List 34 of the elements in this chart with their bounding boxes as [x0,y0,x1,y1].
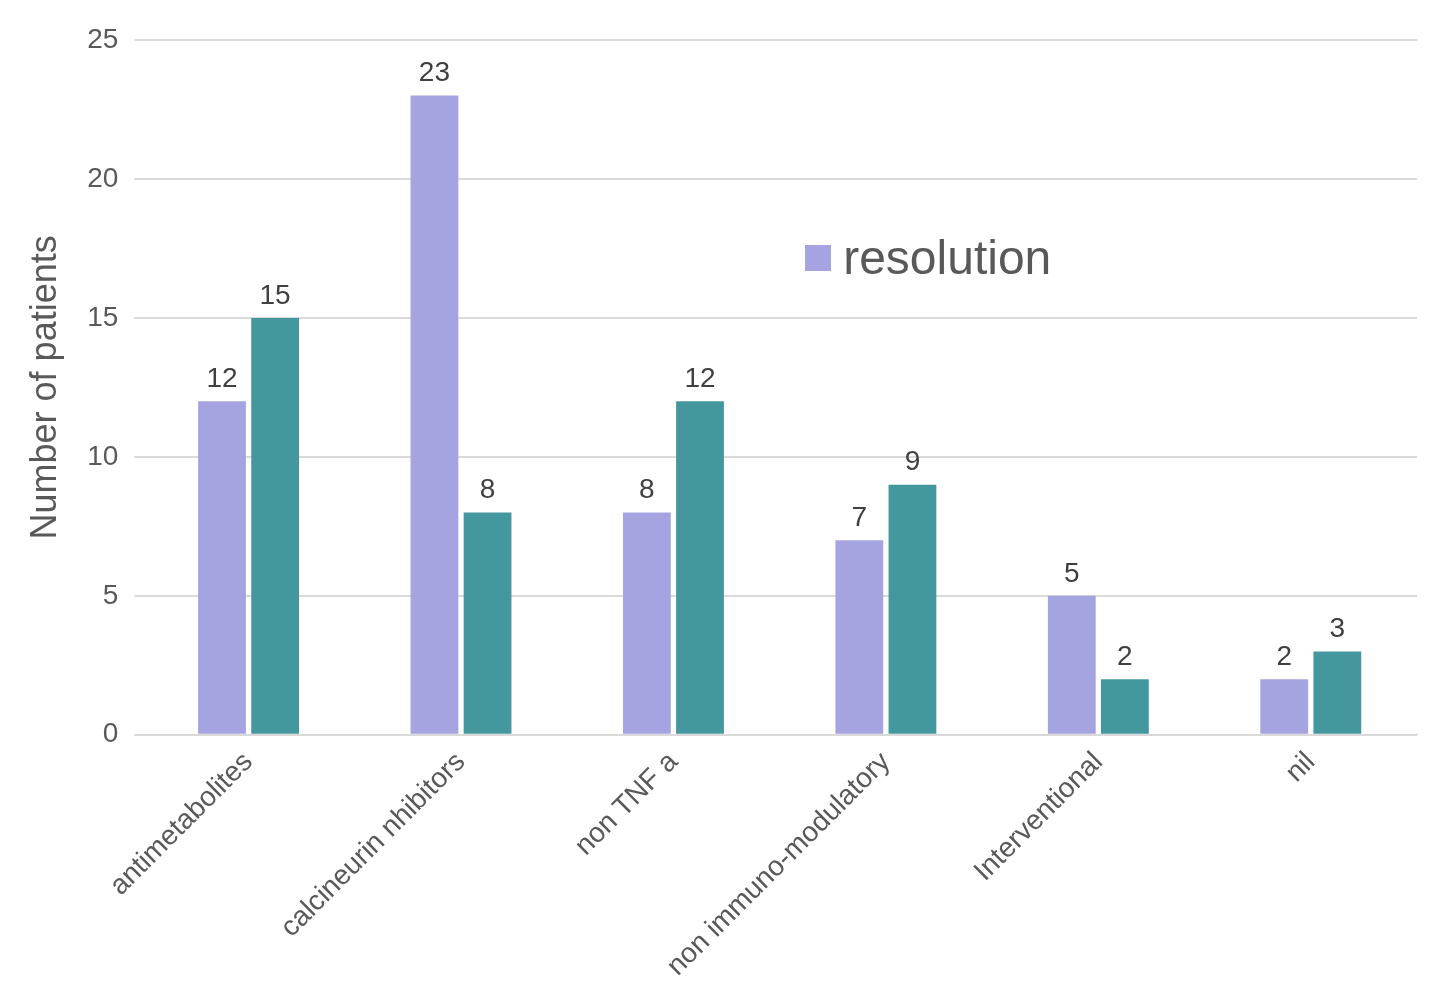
bar [888,484,937,734]
y-tick-label: 20 [87,161,119,193]
data-label: 2 [1117,639,1133,671]
data-label: 9 [904,445,921,477]
bar [410,95,459,734]
bar [1100,679,1149,734]
y-axis-title: Number of patients [22,235,64,540]
bar [623,512,671,734]
data-label: 12 [206,361,238,393]
data-label: 2 [1276,639,1293,671]
legend-label: resolution [843,230,1052,285]
bar [1313,651,1362,734]
x-tick-label: nil [1278,745,1321,788]
x-tick-label: non TNF a [568,745,684,861]
data-label: 5 [1063,556,1080,588]
data-label: 23 [418,56,451,88]
data-label: 8 [639,473,655,505]
data-label: 7 [851,500,868,532]
y-tick-label: 0 [102,717,119,749]
data-label: 12 [684,361,716,393]
y-tick-label: 25 [87,22,119,54]
bar [463,512,512,734]
bar [835,540,884,734]
bar [198,401,246,734]
data-label: 8 [479,473,496,505]
y-tick-label: 15 [87,300,119,332]
data-label: 3 [1329,612,1346,644]
y-tick-label: 5 [102,578,119,610]
bar [251,317,300,734]
bar [676,401,724,734]
data-label: 15 [259,278,291,310]
bar [1047,595,1096,734]
bar [1260,679,1309,734]
y-tick-label: 10 [87,439,119,471]
